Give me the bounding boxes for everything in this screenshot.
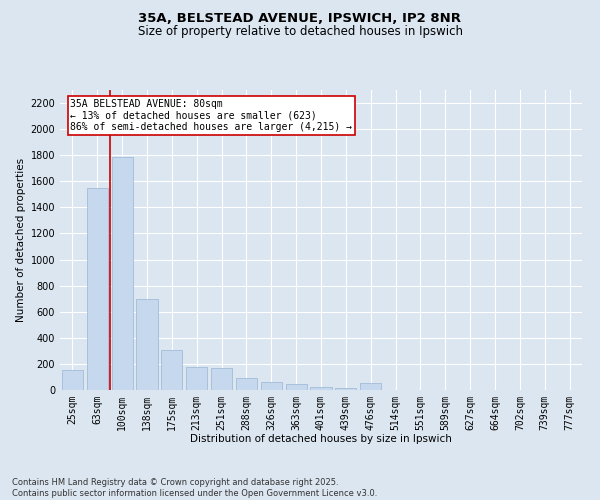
Text: 35A, BELSTEAD AVENUE, IPSWICH, IP2 8NR: 35A, BELSTEAD AVENUE, IPSWICH, IP2 8NR [139, 12, 461, 26]
X-axis label: Distribution of detached houses by size in Ipswich: Distribution of detached houses by size … [190, 434, 452, 444]
Bar [87, 188, 108, 390]
Bar [360, 384, 381, 390]
Bar [161, 350, 182, 390]
Bar [261, 382, 282, 390]
Bar [211, 368, 232, 390]
Bar [136, 300, 158, 390]
Text: Size of property relative to detached houses in Ipswich: Size of property relative to detached ho… [137, 25, 463, 38]
Text: 35A BELSTEAD AVENUE: 80sqm
← 13% of detached houses are smaller (623)
86% of sem: 35A BELSTEAD AVENUE: 80sqm ← 13% of deta… [70, 99, 352, 132]
Bar [62, 370, 83, 390]
Bar [236, 378, 257, 390]
Bar [112, 156, 133, 390]
Y-axis label: Number of detached properties: Number of detached properties [16, 158, 26, 322]
Bar [335, 388, 356, 390]
Text: Contains HM Land Registry data © Crown copyright and database right 2025.
Contai: Contains HM Land Registry data © Crown c… [12, 478, 377, 498]
Bar [286, 384, 307, 390]
Bar [310, 386, 332, 390]
Bar [186, 367, 207, 390]
